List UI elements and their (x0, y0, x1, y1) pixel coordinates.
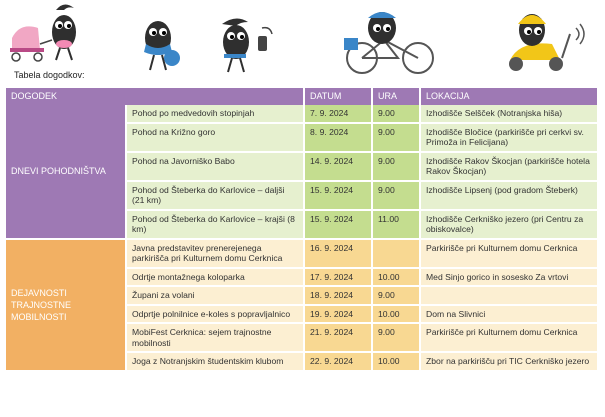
table-row: Pohod od Šteberka do Karlovice – daljši … (6, 180, 600, 211)
table-row: MobiFest Cerknica: sejem trajnostne mobi… (6, 323, 600, 353)
location-cell: Izhodišče Rakov Škocjan (parkirišče hote… (420, 151, 600, 182)
location-cell (420, 286, 600, 306)
date-cell: 19. 9. 2024 (304, 304, 374, 324)
table-row: Pohod na Javorniško Babo 14. 9. 2024 9.00 I… (6, 151, 600, 182)
date-cell: 7. 9. 2024 (304, 105, 374, 124)
table-row: Joga z Notranjskim študentskim klubom 22.… (6, 352, 600, 372)
event-cell: MobiFest Cerknica: sejem trajnostne mobi… (126, 323, 306, 353)
location-cell: Med Sinjo gorico in sosesko Za vrtovi (420, 267, 600, 287)
time-cell: 9.00 (372, 286, 422, 306)
header-time: URA (372, 88, 422, 105)
table-row: DNEVI POHODNIŠTVA Pohod po medvedovih sto… (6, 105, 600, 240)
stroller-character-illustration (10, 4, 76, 62)
location-cell: Zbor na parkirišču pri TIC Cerkniško jez… (420, 352, 600, 372)
date-cell: 8. 9. 2024 (304, 122, 374, 153)
table-row: Pohod na Križno goro 8. 9. 2024 9.00 Izhodi… (6, 122, 600, 153)
time-cell: 9.00 (372, 180, 422, 211)
event-cell: Pohod po medvedovih stopinjah (126, 105, 306, 124)
location-cell: Izhodišče Selšček (Notranjska hiša) (420, 105, 600, 124)
location-cell: Izhodišče Cerkniško jezero (pri Centru z… (420, 209, 600, 240)
location-cell: Izhodišče Bločice (parkirišče pri cerkvi… (420, 122, 600, 153)
location-cell: Izhodišče Lipsenj (pod gradom Šteberk) (420, 180, 600, 211)
date-cell: 21. 9. 2024 (304, 323, 374, 353)
date-cell: 14. 9. 2024 (304, 151, 374, 182)
date-cell: 15. 9. 2024 (304, 209, 374, 240)
event-cell: Župani za volani (126, 286, 306, 306)
table-row: Pohod od Šteberka do Karlovice – krajši … (6, 209, 600, 240)
table-caption: Tabela dogodkov: (14, 70, 85, 80)
table-row: Odprtje polnilnice e-koles s popravljaln… (6, 304, 600, 324)
group-label: DNEVI POHODNIŠTVA (6, 105, 127, 240)
event-cell: Pohod na Križno goro (126, 122, 306, 153)
header-event: DOGODEK (6, 88, 306, 105)
time-cell: 9.00 (372, 151, 422, 182)
bicycle-character-illustration (344, 12, 434, 74)
scarf-character-illustration (144, 21, 180, 71)
time-cell (372, 238, 422, 269)
date-cell: 22. 9. 2024 (304, 352, 374, 372)
table-row: Odrtje montažnega koloparka 17. 9. 2024 10… (6, 267, 600, 287)
date-cell: 18. 9. 2024 (304, 286, 374, 306)
header-illustrations (0, 0, 605, 78)
event-cell: Pohod na Javorniško Babo (126, 151, 306, 182)
table-row: Župani za volani 18. 9. 2024 9.00 (6, 286, 600, 306)
time-cell: 9.00 (372, 323, 422, 353)
event-cell: Odrtje montažnega koloparka (126, 267, 306, 287)
table-row: DEJAVNOSTI TRAJNOSTNE MOBILNOSTI Javna pr… (6, 238, 600, 372)
time-cell: 11.00 (372, 209, 422, 240)
group-label: DEJAVNOSTI TRAJNOSTNE MOBILNOSTI (6, 238, 127, 372)
event-cell: Javna predstavitev prenerejenega parkiri… (126, 238, 306, 269)
location-cell: Dom na Slivnici (420, 304, 600, 324)
event-cell: Pohod od Šteberka do Karlovice – krajši … (126, 209, 306, 240)
date-cell: 15. 9. 2024 (304, 180, 374, 211)
location-cell: Parkirišče pri Kulturnem domu Cerknica (420, 323, 600, 353)
time-cell: 9.00 (372, 122, 422, 153)
event-cell: Odprtje polnilnice e-koles s popravljaln… (126, 304, 306, 324)
date-cell: 17. 9. 2024 (304, 267, 374, 287)
time-cell: 10.00 (372, 304, 422, 324)
header-date: DATUM (304, 88, 374, 105)
time-cell: 9.00 (372, 105, 422, 124)
phone-character-illustration (222, 18, 273, 73)
location-cell: Parkirišče pri Kulturnem domu Cerknica (420, 238, 600, 269)
header-location: LOKACIJA (420, 88, 600, 105)
event-cell: Pohod od Šteberka do Karlovice – daljši … (126, 180, 306, 211)
event-cell: Joga z Notranjskim študentskim klubom (126, 352, 306, 372)
table-header-row: DOGODEK DATUM URA LOKACIJA (6, 88, 600, 105)
date-cell: 16. 9. 2024 (304, 238, 374, 269)
events-table: DOGODEK DATUM URA LOKACIJA DNEVI POHODNI… (6, 88, 600, 372)
time-cell: 10.00 (372, 352, 422, 372)
time-cell: 10.00 (372, 267, 422, 287)
scooter-character-illustration (509, 14, 585, 71)
